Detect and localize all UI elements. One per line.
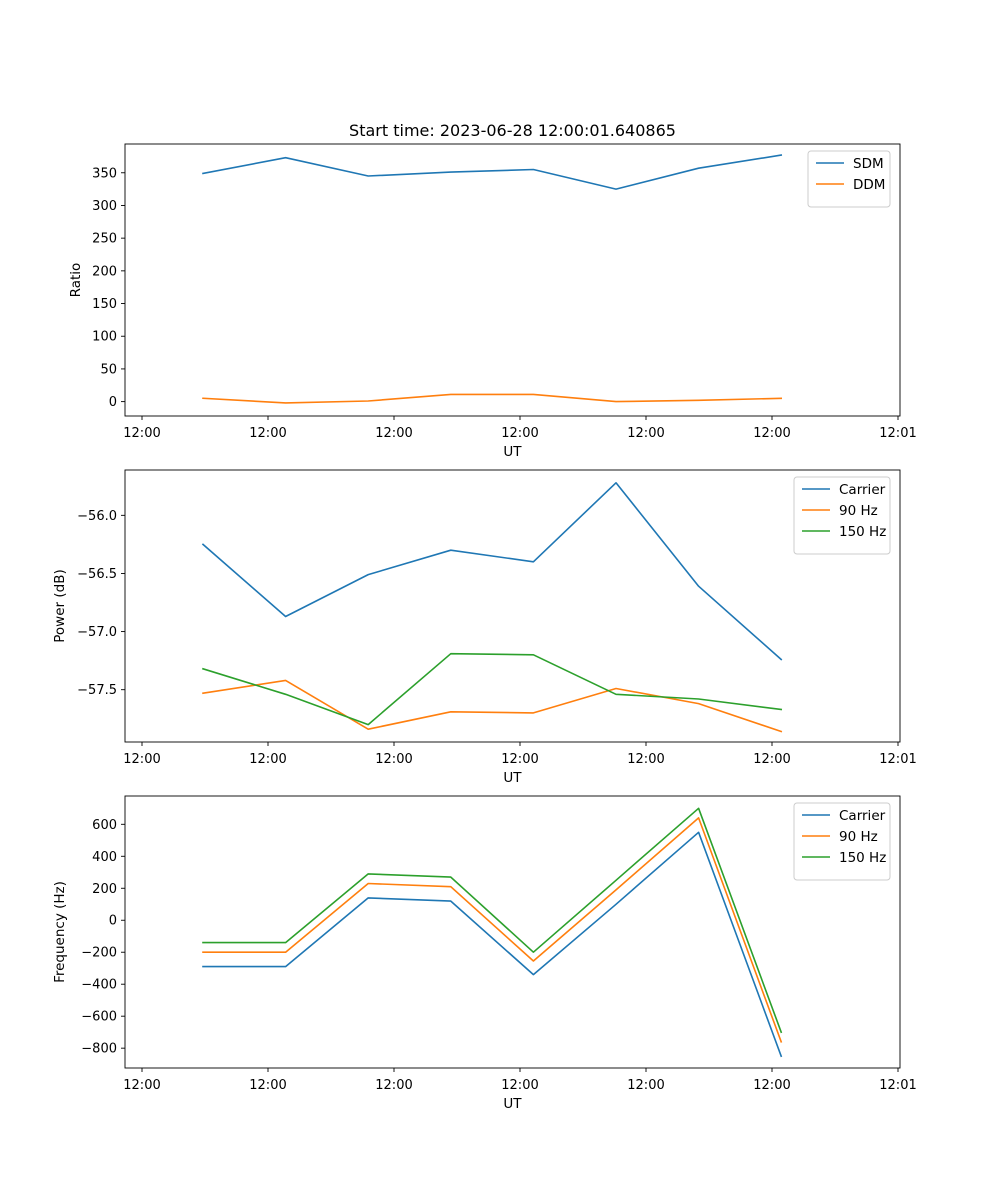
series-line-carrier: [202, 831, 783, 1058]
x-tick-label: 12:01: [879, 426, 916, 441]
chart-title: Start time: 2023-06-28 12:00:01.640865: [349, 121, 676, 140]
y-tick-label: 150: [92, 297, 117, 312]
y-tick-label: 0: [109, 914, 117, 929]
x-tick-label: 12:01: [879, 1078, 916, 1093]
y-axis-label: Power (dB): [52, 569, 68, 642]
legend-label: DDM: [853, 177, 885, 193]
y-tick-label: 50: [100, 362, 117, 377]
series-line-carrier: [201, 481, 783, 661]
x-tick-label: 12:00: [249, 426, 286, 441]
x-tick-label: 12:00: [123, 752, 160, 767]
legend: Carrier 90 Hz 150 Hz: [793, 802, 891, 881]
axes-frame: [124, 469, 901, 743]
y-axis-label: Frequency (Hz): [52, 881, 68, 983]
legend: SDM DDM: [807, 150, 891, 208]
x-tick-label: 12:00: [123, 1078, 160, 1093]
axes-frame: [124, 143, 901, 417]
y-tick-label: 0: [109, 395, 117, 410]
x-tick-label: 12:00: [627, 426, 664, 441]
chart-panel-3: 12:00 12:00 12:00 12:00 12:00 12:00 12:01 −800 −…: [52, 795, 917, 1112]
y-tick-label: 300: [92, 199, 117, 214]
x-tick-label: 12:00: [627, 752, 664, 767]
x-axis-label: UT: [503, 444, 522, 460]
y-tick-label: 400: [92, 850, 117, 865]
x-tick-label: 12:00: [249, 1078, 286, 1093]
y-tick-label: −57.5: [77, 683, 117, 698]
y-tick-label: 200: [92, 882, 117, 897]
x-axis-label: UT: [503, 770, 522, 786]
x-tick-label: 12:00: [753, 1078, 790, 1093]
x-axis-label: UT: [503, 1096, 522, 1112]
y-tick-label: −400: [81, 978, 117, 993]
legend-label: 90 Hz: [839, 503, 878, 519]
chart-panel-2: 12:00 12:00 12:00 12:00 12:00 12:00 12:01 −57.5…: [52, 469, 917, 786]
x-tick-label: 12:00: [123, 426, 160, 441]
y-axis-label: Ratio: [68, 263, 84, 298]
legend-label: 150 Hz: [839, 524, 886, 540]
x-tick-label: 12:01: [879, 752, 916, 767]
x-tick-label: 12:00: [501, 1078, 538, 1093]
y-tick-label: −800: [81, 1042, 117, 1057]
axes-frame: [124, 795, 901, 1069]
y-tick-label: 200: [92, 264, 117, 279]
y-tick-label: −200: [81, 946, 117, 961]
legend-label: 150 Hz: [839, 850, 886, 866]
x-tick-label: 12:00: [753, 426, 790, 441]
y-tick-label: 100: [92, 330, 117, 345]
x-tick-label: 12:00: [375, 426, 412, 441]
x-tick-label: 12:00: [249, 752, 286, 767]
series-line-90-hz: [202, 679, 783, 733]
series-line-150-hz: [201, 652, 783, 726]
legend-box: [793, 802, 891, 881]
y-tick-label: 250: [92, 232, 117, 247]
x-tick-label: 12:00: [375, 1078, 412, 1093]
y-tick-label: −57.0: [77, 625, 117, 640]
chart-panel-1: 12:00 12:00 12:00 12:00 12:00 12:00 12:01 0 50 10…: [68, 143, 917, 460]
x-tick-label: 12:00: [627, 1078, 664, 1093]
series-line-150-hz: [202, 807, 783, 1034]
x-tick-label: 12:00: [501, 752, 538, 767]
legend-label: SDM: [853, 156, 884, 172]
y-tick-label: 350: [92, 166, 117, 181]
y-tick-label: 600: [92, 818, 117, 833]
legend-label: 90 Hz: [839, 829, 878, 845]
legend-box: [807, 150, 891, 208]
legend-box: [793, 476, 891, 555]
series-line-ddm: [202, 393, 783, 404]
y-tick-label: −56.5: [77, 567, 117, 582]
series-line-90-hz: [202, 817, 783, 1043]
series-line-sdm: [202, 154, 783, 190]
legend-label: Carrier: [839, 482, 886, 498]
x-tick-label: 12:00: [375, 752, 412, 767]
x-tick-label: 12:00: [753, 752, 790, 767]
y-tick-label: −56.0: [77, 509, 117, 524]
legend: Carrier 90 Hz 150 Hz: [793, 476, 891, 555]
legend-label: Carrier: [839, 808, 886, 824]
x-tick-label: 12:00: [501, 426, 538, 441]
y-tick-label: −600: [81, 1010, 117, 1025]
